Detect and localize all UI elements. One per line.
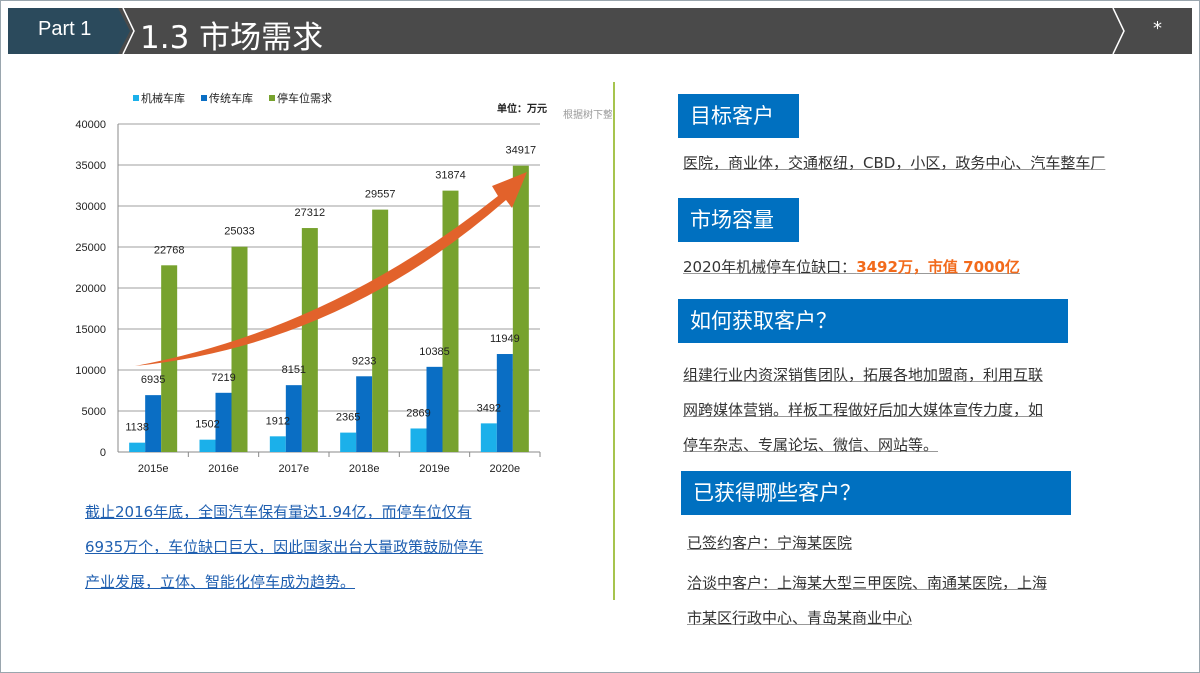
- bar: [231, 246, 248, 452]
- signed-text: 已签约客户：宁海某医院: [687, 534, 853, 552]
- data-label: 2365: [336, 412, 360, 424]
- acquire-line: 组建行业内资深销售团队，拓展各地加盟商，利用互联: [683, 366, 1044, 384]
- acquire-title: 如何获取客户？: [678, 299, 1068, 343]
- header-bar: Part 1 1.3 市场需求 *: [8, 8, 1192, 56]
- y-tick-label: 25000: [75, 242, 106, 254]
- part-label: Part 1: [8, 8, 130, 54]
- y-tick-label: 0: [100, 447, 106, 459]
- data-label: 6935: [141, 374, 165, 386]
- bar: [356, 376, 373, 452]
- chevron-icon: [1112, 8, 1125, 54]
- note-line[interactable]: 产业发展，立体、智能化停车成为趋势。: [85, 573, 356, 591]
- x-tick-label: 2019e: [419, 463, 450, 475]
- bar: [340, 432, 357, 452]
- x-tick-label: 2020e: [490, 463, 521, 475]
- legend-swatch: [269, 95, 275, 101]
- summary-note[interactable]: 截止2016年底，全国汽车保有量达1.94亿，而停车位仅有 6935万个，车位缺…: [85, 495, 525, 600]
- bar: [442, 190, 459, 453]
- acquire-line: 停车杂志、专属论坛、微信、网站等。: [683, 436, 939, 454]
- y-tick-label: 10000: [75, 365, 106, 377]
- bar: [372, 209, 389, 452]
- target-text: 医院，商业体，交通枢纽，CBD，小区，政务中心、汽车整车厂: [683, 154, 1106, 172]
- chevron-icon: [122, 8, 135, 54]
- bar: [161, 265, 178, 452]
- data-label: 29557: [365, 189, 396, 201]
- data-label: 27312: [295, 207, 326, 219]
- data-label: 31874: [435, 170, 466, 182]
- data-label: 1502: [195, 419, 219, 431]
- data-label: 1912: [266, 415, 290, 427]
- source-label: 根据树下整理: [563, 108, 612, 121]
- negotiating-line: 市某区行政中心、青岛某商业中心: [687, 609, 913, 627]
- data-label: 34917: [506, 145, 537, 157]
- bar: [199, 439, 216, 452]
- unit-label: 单位：万元: [497, 102, 547, 115]
- y-tick-label: 35000: [75, 160, 106, 172]
- data-label: 1138: [125, 422, 149, 434]
- legend-label: 机械车库: [141, 91, 185, 105]
- data-label: 22768: [154, 244, 185, 256]
- acquire-line: 网跨媒体营销。样板工程做好后加大媒体宣传力度，如: [683, 401, 1044, 419]
- bar: [410, 428, 427, 452]
- bar: [285, 385, 302, 452]
- data-label: 7219: [211, 372, 235, 384]
- data-label: 3492: [477, 402, 501, 414]
- x-tick-label: 2016e: [208, 463, 239, 475]
- data-label: 2869: [406, 407, 430, 419]
- capacity-highlight: 3492万，市值 7000亿: [856, 258, 1020, 276]
- bar: [145, 395, 162, 452]
- bar-chart: 0 5000 10000 15000 20000 25000 30000 35000 40000…: [75, 91, 612, 475]
- bar: [129, 442, 146, 452]
- bar: [215, 392, 232, 452]
- target-title: 目标客户: [678, 94, 799, 138]
- data-label: 8151: [282, 364, 306, 376]
- data-label: 11949: [490, 333, 520, 345]
- y-tick-label: 40000: [75, 119, 106, 131]
- capacity-text: 2020年机械停车位缺口：3492万，市值 7000亿: [683, 256, 1020, 277]
- y-tick-label: 30000: [75, 201, 106, 213]
- capacity-title: 市场容量: [678, 198, 799, 242]
- bar: [301, 228, 318, 452]
- y-tick-label: 5000: [82, 406, 106, 418]
- legend-label: 停车位需求: [277, 91, 332, 105]
- bar: [426, 366, 443, 452]
- legend-swatch: [201, 95, 207, 101]
- page-title: 1.3 市场需求: [140, 20, 324, 56]
- part-text: Part 1: [38, 18, 92, 40]
- note-line[interactable]: 截止2016年底，全国汽车保有量达1.94亿，而停车位仅有: [85, 503, 472, 521]
- x-tick-label: 2018e: [349, 463, 380, 475]
- bar: [269, 436, 286, 452]
- x-tick-label: 2015e: [138, 463, 169, 475]
- note-line[interactable]: 6935万个，车位缺口巨大，因此国家出台大量政策鼓励停车: [85, 538, 484, 556]
- divider: [613, 82, 615, 600]
- obtained-title: 已获得哪些客户？: [681, 471, 1071, 515]
- capacity-prefix: 2020年机械停车位缺口：: [683, 258, 857, 276]
- bar: [512, 165, 529, 452]
- bar: [480, 423, 497, 452]
- data-label: 10385: [419, 346, 450, 358]
- growth-arrow: [135, 172, 527, 366]
- y-tick-label: 20000: [75, 283, 106, 295]
- star-mark: *: [1153, 18, 1162, 39]
- data-label: 9233: [352, 355, 376, 367]
- legend-swatch: [133, 95, 139, 101]
- legend-label: 传统车库: [209, 91, 253, 105]
- negotiating-line: 洽谈中客户：上海某大型三甲医院、南通某医院，上海: [687, 574, 1048, 592]
- x-tick-label: 2017e: [279, 463, 310, 475]
- data-label: 25033: [224, 226, 255, 238]
- bar: [496, 354, 513, 452]
- y-tick-label: 15000: [75, 324, 106, 336]
